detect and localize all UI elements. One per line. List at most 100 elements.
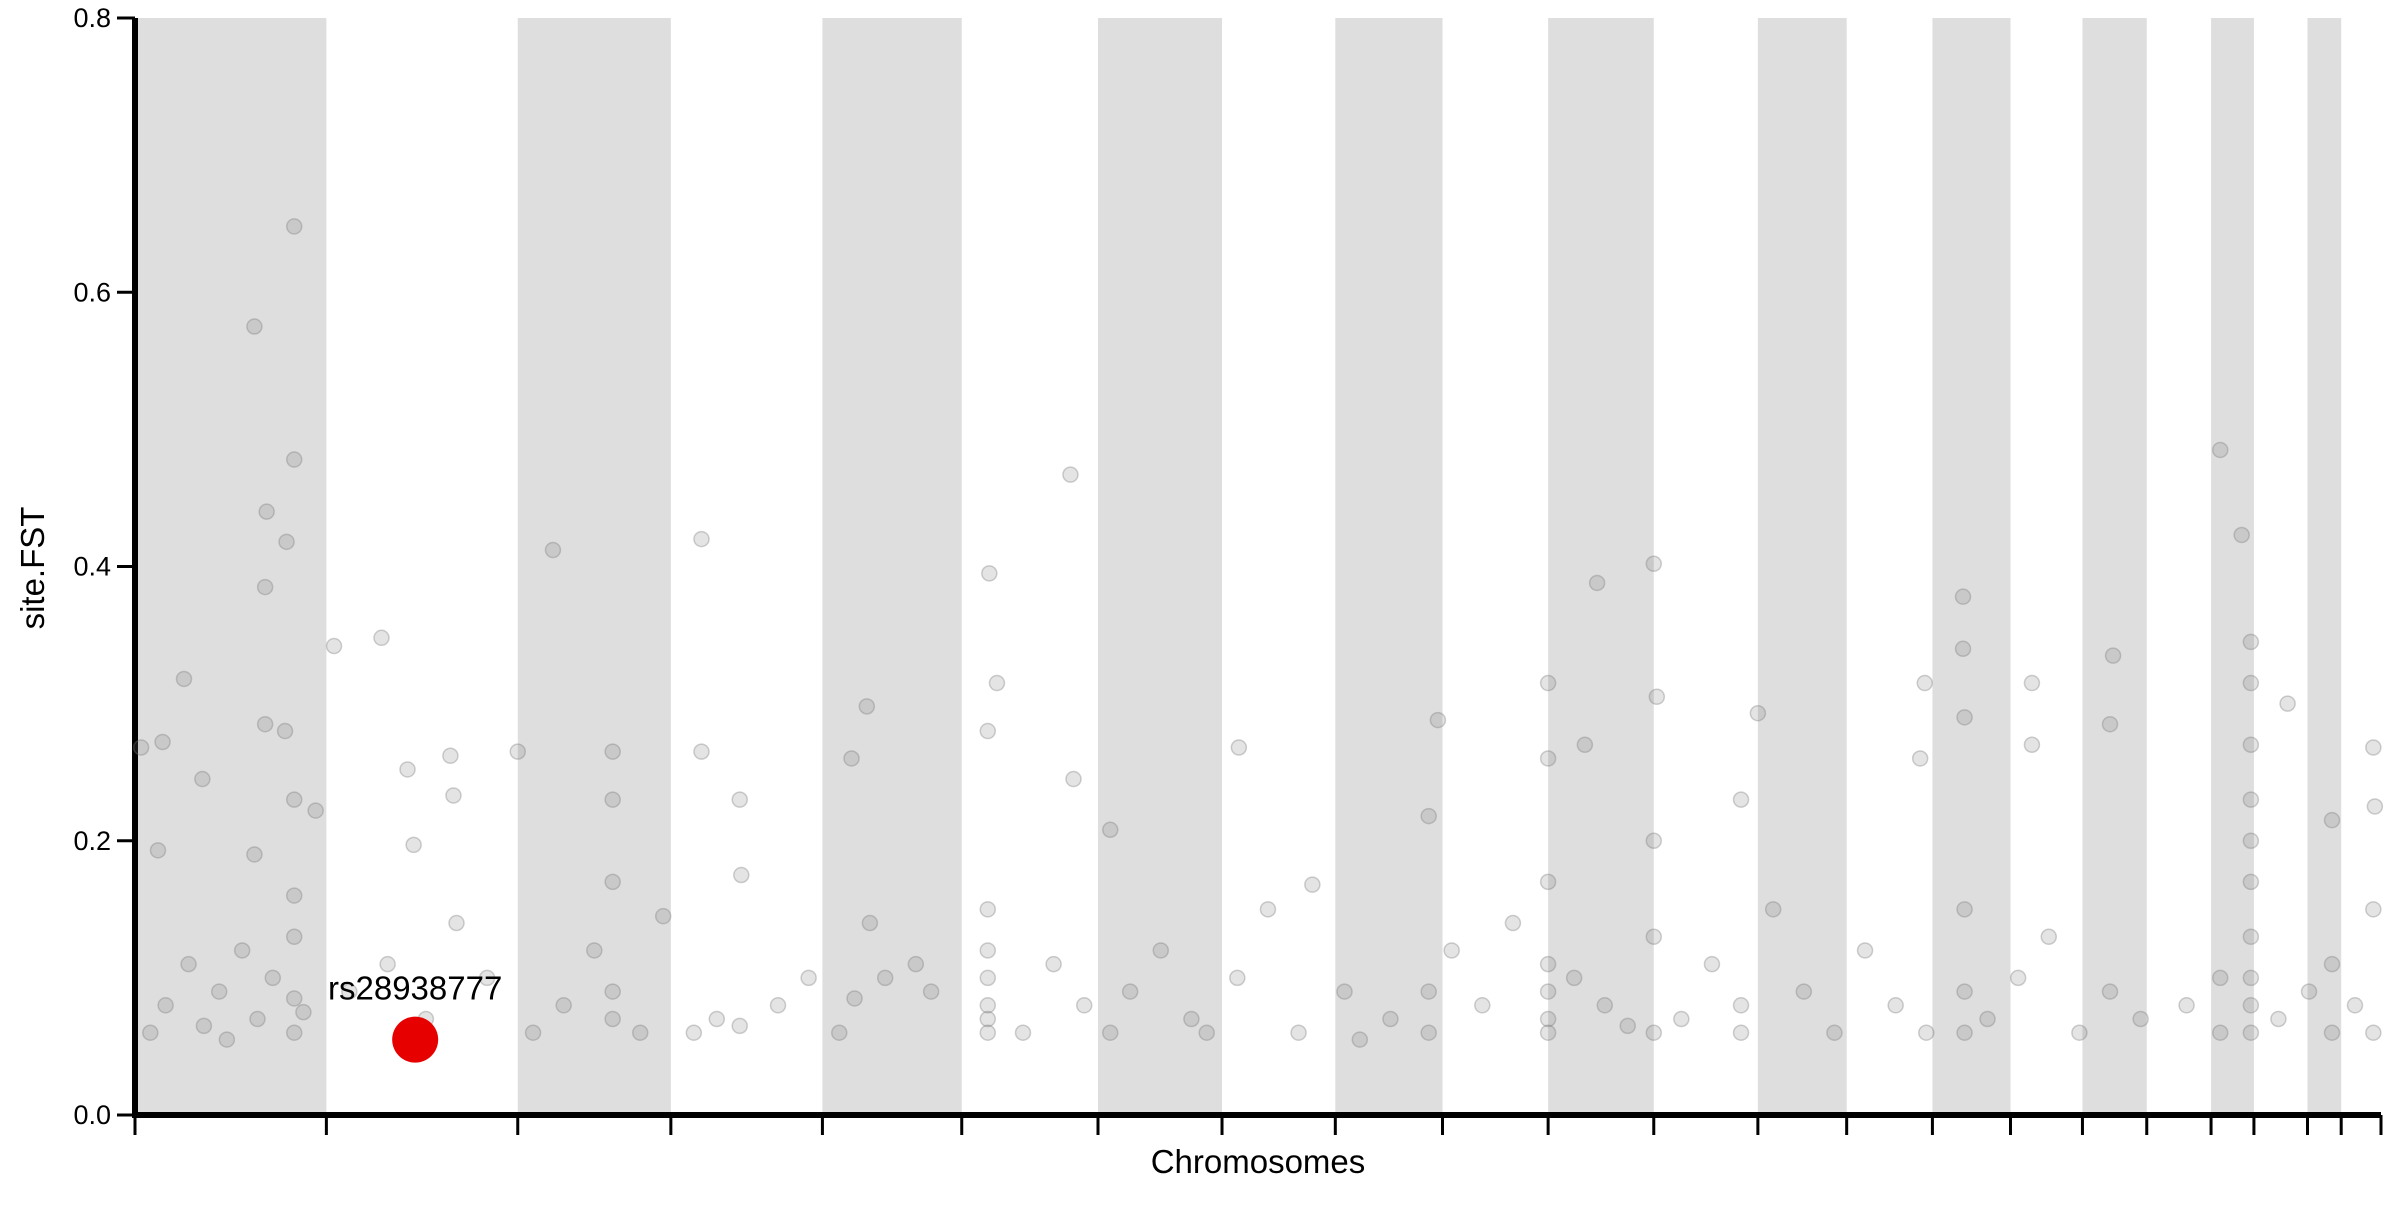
point [1539,983,1557,1000]
point [1588,574,1606,592]
point [731,1017,749,1035]
chromosome-band [2211,18,2254,1115]
point [246,318,263,335]
point [175,670,193,688]
point [2323,1024,2341,1041]
point [2242,969,2260,987]
point [2242,791,2260,808]
chromosome-band [822,18,962,1115]
point [256,578,274,596]
point [256,715,274,733]
point [1382,1010,1399,1028]
point [981,565,998,582]
point [654,907,672,925]
point [1539,873,1557,891]
point [979,969,997,987]
point [258,503,275,520]
point [2323,811,2341,829]
point [1645,928,1663,945]
point [295,1003,312,1021]
y-tick-label: 0.6 [73,277,111,307]
point [1956,709,1973,726]
point [2211,441,2229,459]
point [1504,914,1522,932]
point [180,955,197,973]
point [1102,821,1119,839]
point [979,901,997,918]
point [876,969,894,987]
point [448,914,465,932]
chromosome-band [1548,18,1654,1115]
point [2233,526,2250,544]
point [800,969,817,987]
point [2279,695,2296,712]
chromosome-band [1757,18,1847,1115]
point [1956,901,1973,918]
point [861,914,879,932]
point [2366,798,2384,815]
point [1645,555,1663,573]
point [1539,1024,1557,1041]
point [2346,997,2364,1014]
point [1954,640,1972,658]
point [2242,674,2260,692]
point [1429,711,1447,729]
point [1075,997,1093,1014]
point [1443,942,1460,959]
point [524,1024,542,1041]
point [708,1010,726,1028]
point [1152,942,1170,959]
point [1290,1024,1307,1041]
point [1014,1024,1032,1041]
point [555,997,572,1014]
point [1673,1010,1690,1028]
point [233,942,251,959]
point [445,787,462,804]
point [1911,750,1929,767]
point [2071,1024,2088,1041]
point [858,698,876,715]
point [1062,466,1079,483]
point [1956,1024,1973,1041]
point [604,983,621,1000]
chromosome-band [135,18,327,1115]
point [922,983,940,1000]
y-axis-label: site.FST [14,507,51,630]
point [2270,1010,2287,1028]
point [1065,770,1082,788]
point [604,873,621,891]
point [604,1010,621,1028]
point [2104,647,2122,664]
chromosome-band [1932,18,2011,1115]
point [2242,928,2260,945]
point [142,1024,159,1041]
point [979,997,997,1014]
point [1565,969,1583,987]
point [218,1031,236,1048]
point [1539,674,1557,692]
y-tick-label: 0.8 [73,3,111,33]
point [1795,983,1813,1000]
point [2211,1024,2229,1041]
point [1979,1010,1996,1028]
point [1619,1017,1636,1035]
point [154,733,171,751]
point [1198,1024,1215,1041]
point [988,674,1006,692]
point [1259,901,1277,918]
point [2242,873,2260,891]
point [285,887,303,904]
point [2040,928,2058,945]
point [1645,832,1663,849]
point [685,1024,703,1041]
point [132,739,150,756]
y-tick-label: 0.2 [73,826,111,856]
point [1648,688,1666,706]
point [379,955,396,973]
chromosome-band [2307,18,2342,1115]
point [979,1024,997,1041]
point [264,969,282,987]
point [1954,588,1972,605]
point [210,983,228,1000]
chromosome-band [1098,18,1223,1115]
